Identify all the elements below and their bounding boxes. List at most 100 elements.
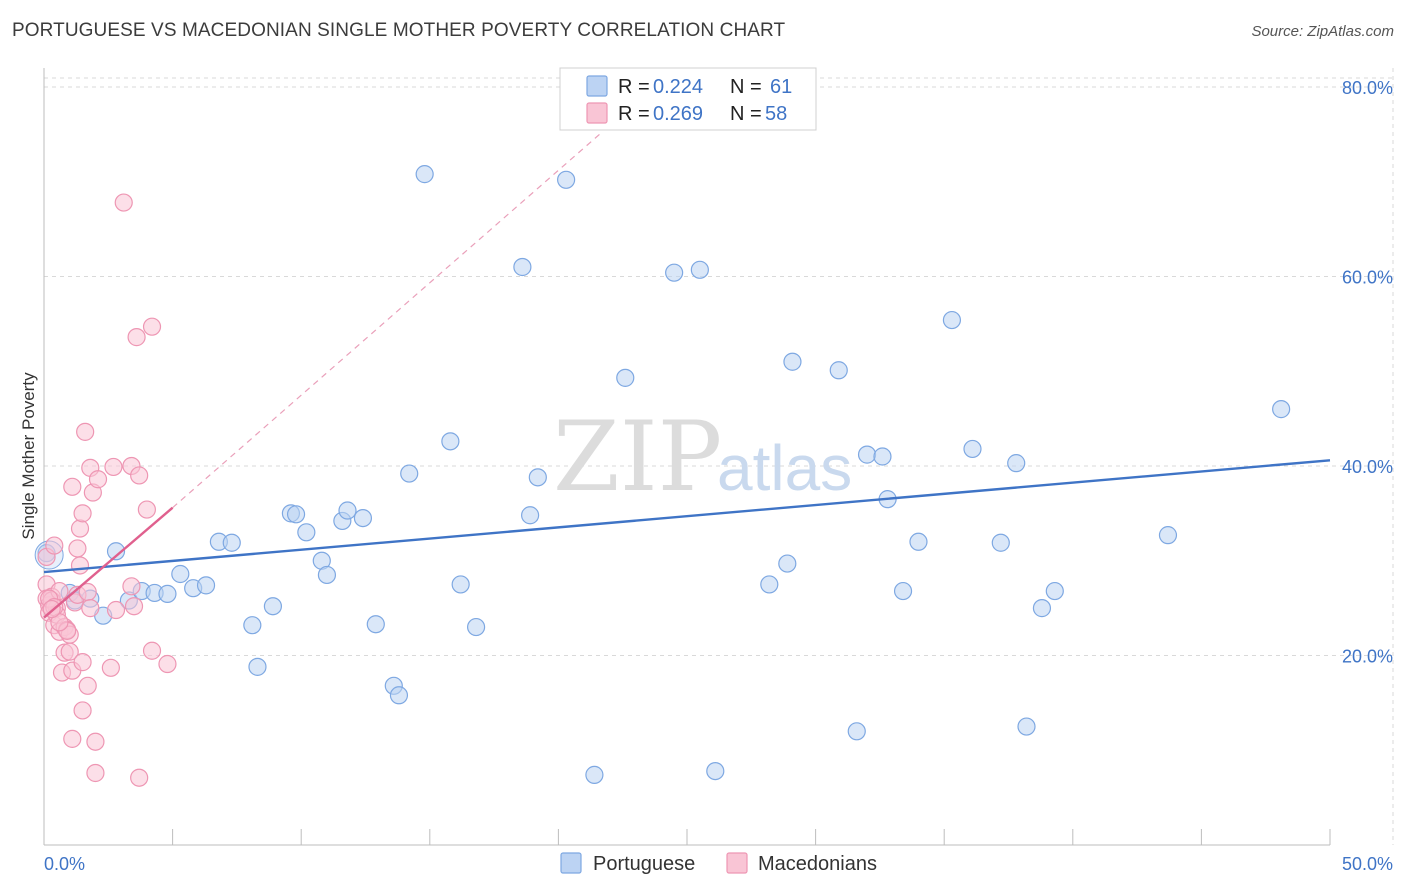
- legend-n-value-1: 61: [770, 76, 792, 98]
- legend-n-label-1: N =: [730, 76, 762, 98]
- portuguese-point: [942, 310, 962, 330]
- portuguese-point: [616, 368, 635, 387]
- legend-n-label-2: N =: [730, 103, 762, 125]
- portuguese-point: [196, 576, 216, 595]
- macedonians-point: [73, 653, 92, 672]
- series-portuguese-points: [34, 165, 1291, 784]
- portuguese-point: [963, 439, 982, 459]
- x-tick-label-max: 50.0%: [1342, 854, 1393, 874]
- portuguese-point: [1045, 581, 1064, 601]
- portuguese-point: [248, 657, 267, 676]
- y-tick-label-20: 20.0%: [1342, 646, 1393, 666]
- legend-swatch-macedonians: [586, 102, 608, 124]
- macedonians-point: [142, 317, 162, 336]
- portuguese-point: [585, 765, 604, 784]
- portuguese-point: [847, 722, 866, 741]
- portuguese-point: [338, 501, 357, 520]
- y-tick-label-40: 40.0%: [1342, 457, 1393, 477]
- macedonians-point: [70, 556, 90, 575]
- portuguese-point: [222, 533, 241, 552]
- macedonians-point: [68, 539, 87, 558]
- legend-swatch-portuguese: [586, 75, 608, 97]
- legend-n-value-2: 58: [765, 103, 787, 125]
- portuguese-point: [909, 532, 928, 551]
- macedonians-point: [104, 457, 123, 477]
- series-macedonians-points: [37, 193, 177, 787]
- macedonians-point: [86, 763, 105, 783]
- portuguese-point: [243, 616, 262, 635]
- trend-lines: [43, 133, 1331, 619]
- portuguese-point: [521, 506, 540, 525]
- legend-r-value-2: 0.269: [653, 103, 703, 125]
- portuguese-point: [893, 581, 913, 601]
- macedonians-point: [78, 676, 97, 695]
- portuguese-point: [158, 584, 177, 603]
- portuguese-point: [317, 565, 337, 585]
- legend-r-label-2: R =: [618, 103, 650, 125]
- macedonians-point: [130, 466, 149, 485]
- portuguese-point: [466, 617, 486, 637]
- legend-r-value-1: 0.224: [653, 76, 703, 98]
- y-tick-label-80: 80.0%: [1342, 78, 1393, 98]
- macedonians-point: [137, 500, 156, 519]
- portuguese-point: [690, 260, 709, 279]
- source-credit: Source: ZipAtlas.com: [1251, 23, 1394, 40]
- stats-legend: R = 0.224 N = 61 R = 0.269 N = 58: [559, 67, 817, 131]
- bottom-legend-label-portuguese: Portuguese: [593, 853, 695, 875]
- portuguese-point: [528, 468, 547, 487]
- series-legend: Portuguese Macedonians: [560, 852, 877, 875]
- chart-title: PORTUGUESE VS MACEDONIAN SINGLE MOTHER P…: [12, 20, 786, 41]
- portuguese-point: [297, 523, 316, 542]
- x-tick-label-min: 0.0%: [44, 854, 85, 874]
- macedonians-point: [124, 597, 144, 616]
- portuguese-point: [665, 263, 684, 282]
- portuguese-point: [366, 615, 385, 634]
- portuguese-point: [286, 505, 306, 524]
- macedonians-point: [88, 470, 108, 489]
- portuguese-point: [353, 508, 373, 528]
- macedonians-point: [81, 599, 100, 618]
- portuguese-point: [760, 575, 779, 594]
- portuguese-point: [991, 533, 1010, 552]
- portuguese-point: [829, 361, 848, 380]
- macedonians-point: [101, 658, 120, 677]
- portuguese-point: [451, 575, 470, 594]
- portuguese-point: [441, 432, 460, 451]
- trend-line-macedonians-extended: [172, 133, 600, 509]
- y-axis-label: Single Mother Poverty: [19, 372, 38, 540]
- trend-line-macedonians: [43, 506, 174, 619]
- macedonians-point: [63, 477, 82, 496]
- macedonians-point: [106, 600, 126, 620]
- legend-r-label-1: R =: [618, 76, 650, 98]
- portuguese-point: [1007, 454, 1026, 473]
- macedonians-point: [60, 642, 79, 661]
- portuguese-point: [1158, 526, 1178, 545]
- x-axis-ticks: [43, 829, 1331, 845]
- portuguese-point: [783, 352, 802, 371]
- portuguese-point: [415, 165, 434, 184]
- macedonians-point: [70, 519, 90, 538]
- watermark-atlas: atlas: [717, 432, 852, 504]
- macedonians-point: [130, 768, 149, 787]
- portuguese-point: [171, 564, 190, 584]
- portuguese-point: [1017, 717, 1036, 736]
- macedonians-point: [73, 701, 92, 720]
- macedonians-point: [86, 732, 105, 751]
- portuguese-point: [263, 597, 283, 616]
- portuguese-point: [400, 464, 419, 483]
- bottom-legend-swatch-portuguese: [560, 852, 582, 874]
- portuguese-point: [857, 445, 877, 464]
- portuguese-point: [778, 554, 797, 573]
- portuguese-point: [873, 447, 892, 466]
- bottom-legend-swatch-macedonians: [726, 852, 748, 874]
- macedonians-point: [114, 193, 133, 212]
- macedonians-point: [76, 422, 95, 441]
- trend-line-portuguese: [43, 459, 1331, 574]
- portuguese-point: [1272, 400, 1291, 419]
- macedonians-point: [122, 577, 141, 596]
- portuguese-point: [106, 542, 126, 561]
- macedonians-point: [73, 504, 92, 523]
- macedonians-point: [142, 641, 162, 660]
- portuguese-point: [557, 170, 576, 189]
- watermark-zip: ZIP: [553, 401, 722, 513]
